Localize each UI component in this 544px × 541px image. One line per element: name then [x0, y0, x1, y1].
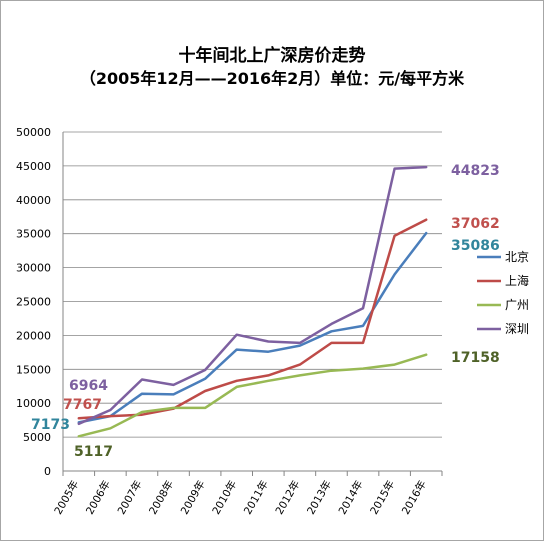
- x-tick-label: 2013年: [304, 478, 334, 517]
- data-label: 37062: [451, 216, 500, 232]
- x-tick-label: 2005年: [52, 478, 82, 517]
- legend-label: 深圳: [505, 322, 529, 336]
- y-tick-label: 40000: [16, 194, 51, 207]
- y-tick-label: 20000: [16, 329, 51, 342]
- chart-title: 十年间北上广深房价走势: [178, 46, 366, 66]
- data-label: 6964: [69, 378, 108, 394]
- x-tick-label: 2006年: [83, 478, 113, 517]
- data-label: 5117: [74, 444, 113, 460]
- y-tick-label: 30000: [16, 262, 51, 275]
- x-tick-label: 2009年: [178, 478, 208, 517]
- y-tick-label: 35000: [16, 228, 51, 241]
- chart-subtitle: （2005年12月——2016年2月）单位：元/每平方米: [79, 69, 465, 88]
- y-tick-label: 15000: [16, 363, 51, 376]
- y-tick-label: 5000: [23, 431, 51, 444]
- x-tick-label: 2015年: [367, 478, 397, 517]
- data-label: 17158: [451, 350, 500, 366]
- x-tick-label: 2016年: [399, 478, 429, 517]
- x-tick-label: 2012年: [273, 478, 303, 517]
- series-line-广州: [77, 353, 428, 438]
- x-axis-ticks: 2005年 2006年 2007年 2008年 2009年 2010年 2011年 2012年…: [52, 471, 443, 517]
- x-tick-label: 2011年: [241, 478, 271, 517]
- x-tick-label: 2008年: [146, 478, 176, 517]
- series-lines: [77, 165, 428, 438]
- x-tick-label: 2014年: [336, 478, 366, 517]
- x-tick-label: 2010年: [209, 478, 239, 517]
- y-tick-label: 25000: [16, 296, 51, 309]
- y-axis-ticks: 0 5000 10000 15000 20000 25000 30000 35000 40000…: [16, 126, 51, 478]
- data-label: 7767: [63, 397, 102, 413]
- y-tick-label: 10000: [16, 397, 51, 410]
- y-tick-label: 0: [44, 465, 51, 478]
- y-tick-label: 45000: [16, 160, 51, 173]
- series-line-北京: [77, 231, 428, 424]
- x-tick-label: 2007年: [115, 478, 145, 517]
- series-line-深圳: [77, 165, 428, 426]
- y-tick-label: 50000: [16, 126, 51, 139]
- legend-label: 北京: [505, 250, 529, 264]
- data-label: 7173: [31, 417, 70, 433]
- legend-label: 广州: [505, 298, 529, 312]
- gridlines: [63, 131, 442, 438]
- data-label: 35086: [451, 238, 500, 254]
- legend-label: 上海: [505, 273, 529, 288]
- data-label: 44823: [451, 163, 500, 179]
